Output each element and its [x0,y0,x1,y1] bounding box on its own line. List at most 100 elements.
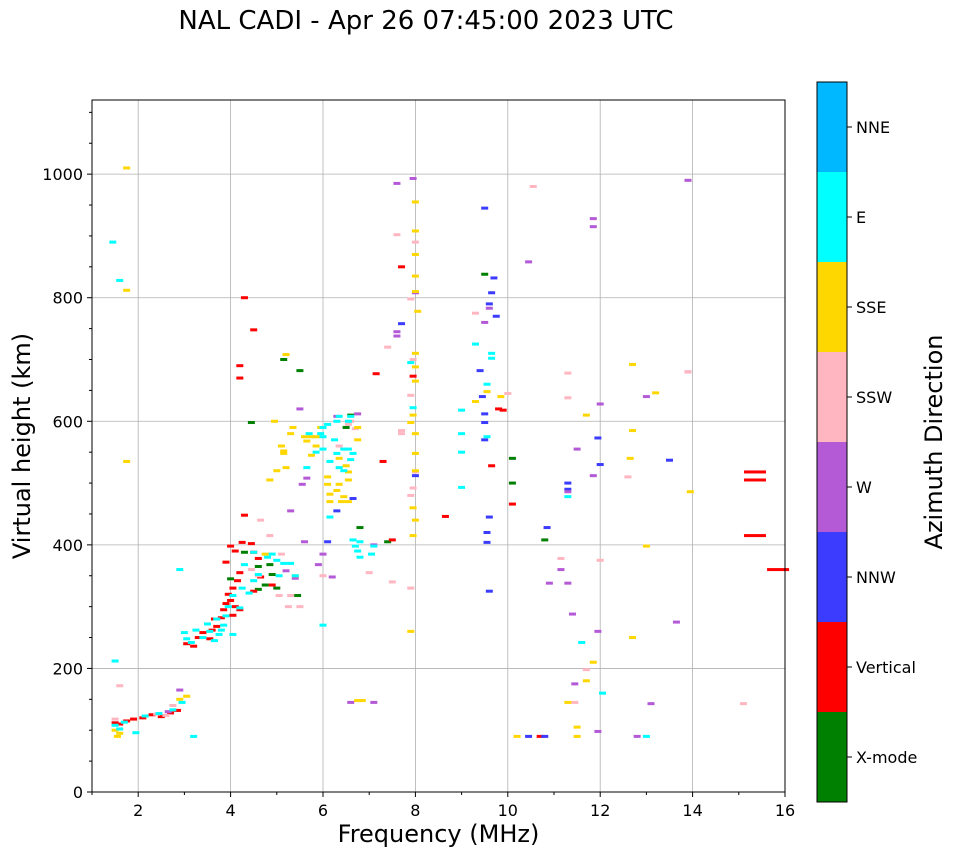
data-point [326,515,334,519]
data-point [354,412,362,416]
data-point [335,444,343,448]
y-axis-label: Virtual height (km) [8,333,36,559]
data-point [123,288,131,292]
data-point [344,470,352,474]
data-point [411,200,419,204]
data-point [485,589,493,593]
data-point [485,302,493,306]
data-point [287,561,295,565]
data-point [227,598,235,602]
colorbar-segment [817,532,847,622]
data-point [642,734,650,738]
data-point [407,393,415,397]
data-point [162,713,170,717]
data-point [414,309,422,313]
x-tick-label: 10 [498,801,518,820]
data-point [324,422,332,426]
data-point [349,538,357,542]
data-point [266,563,274,567]
data-point [250,328,258,332]
data-point [215,632,223,636]
data-point [407,586,415,590]
axis-ticks: 2 4 6 8 10 12 14 16 0 200 400 600 800 1000 [42,111,795,820]
data-point [217,616,225,620]
data-point [596,402,604,406]
data-point [280,451,288,455]
data-point [368,552,376,556]
data-point [564,371,572,375]
data-point [326,492,334,496]
data-point [314,563,322,567]
data-point [743,534,766,538]
data-point [536,734,544,738]
data-point [589,474,597,478]
data-point [111,723,119,727]
data-point [277,444,285,448]
data-point [589,660,597,664]
x-tick-label: 8 [410,801,420,820]
data-point [384,345,392,349]
data-point [458,450,466,454]
data-point [633,734,641,738]
data-point [287,432,295,436]
data-point [525,260,533,264]
data-point [344,422,352,426]
data-point [485,515,493,519]
data-point [227,544,235,548]
data-point [573,734,581,738]
data-point [229,586,237,590]
data-point [349,497,357,501]
data-point [458,485,466,489]
colorbar-segment [817,442,847,532]
data-point [356,540,364,544]
data-point [411,274,419,278]
data-point [247,542,255,546]
data-point [564,495,572,499]
colorbar-segment [817,622,847,712]
data-point [275,594,283,598]
data-point [767,568,790,572]
data-point [282,466,290,470]
data-point [199,631,207,635]
data-point [409,358,417,361]
data-point [155,712,163,716]
data-point [564,490,572,494]
plot-frame [91,99,786,793]
data-point [190,734,198,738]
colorbar-tick-label: NNW [856,568,896,587]
x-tick-label: 4 [226,801,236,820]
data-point [557,568,565,572]
data-point [324,540,332,544]
chart-title: NAL CADI - Apr 26 07:45:00 2023 UTC [178,6,674,36]
data-point [478,395,486,399]
y-tick-label: 1000 [42,165,83,184]
data-point [626,456,634,460]
data-point [398,429,406,433]
data-point [409,176,417,180]
data-point [481,320,489,324]
x-tick-label: 14 [682,801,702,820]
data-point [564,700,572,704]
data-point [324,475,332,479]
data-point [294,594,302,598]
data-point [582,679,590,683]
data-point [319,425,327,429]
data-point [372,372,380,376]
data-point [743,478,766,482]
colorbar-tick-label: Vertical [856,658,916,677]
data-point [365,571,373,575]
data-point [340,447,348,451]
data-point [224,605,232,609]
data-point [686,490,694,494]
data-point [483,540,491,544]
data-point [476,369,484,373]
data-point [684,178,692,182]
data-point [210,639,218,643]
data-point [342,464,350,468]
colorbar-segment [817,262,847,352]
data-point [116,722,124,726]
data-point [497,395,505,399]
data-point [347,700,355,704]
data-point [231,549,239,553]
data-point [236,376,244,380]
